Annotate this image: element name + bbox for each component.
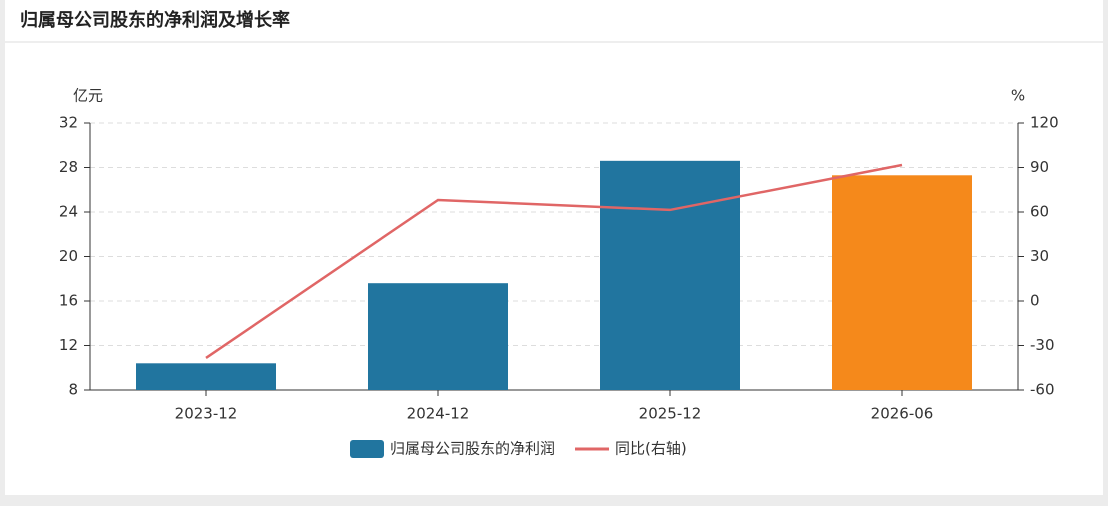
x-tick-label: 2023-12: [175, 405, 238, 423]
y-tick-label: 20: [59, 247, 78, 265]
y2-axis-unit: %: [1011, 87, 1025, 105]
y-tick-label: 32: [59, 114, 78, 132]
x-tick-label: 2026-06: [871, 405, 934, 423]
x-tick-label: 2025-12: [639, 405, 702, 423]
legend-swatch: [350, 440, 384, 458]
legend-label: 同比(右轴): [615, 440, 687, 458]
y2-tick-label: 120: [1030, 114, 1059, 132]
line: [205, 163, 903, 359]
y-tick-label: 16: [59, 292, 78, 310]
chart-title: 归属母公司股东的净利润及增长率: [20, 9, 290, 31]
y-tick-label: 28: [59, 158, 78, 176]
x-tick-label: 2024-12: [407, 405, 470, 423]
legend-label: 归属母公司股东的净利润: [390, 440, 555, 458]
bar: [136, 363, 276, 390]
y2-tick-label: 30: [1030, 247, 1049, 265]
y2-tick-label: 0: [1030, 292, 1040, 310]
y-tick-label: 24: [59, 203, 78, 221]
bar: [368, 283, 508, 390]
y-tick-label: 12: [59, 336, 78, 354]
y2-tick-label: 90: [1030, 158, 1049, 176]
y2-tick-label: -60: [1030, 381, 1055, 399]
bar: [600, 160, 740, 390]
y-axis-unit: 亿元: [73, 87, 103, 105]
y2-tick-label: 60: [1030, 203, 1049, 221]
bar: [832, 175, 972, 390]
y2-tick-label: -30: [1030, 336, 1055, 354]
y-tick-label: 8: [68, 381, 78, 399]
